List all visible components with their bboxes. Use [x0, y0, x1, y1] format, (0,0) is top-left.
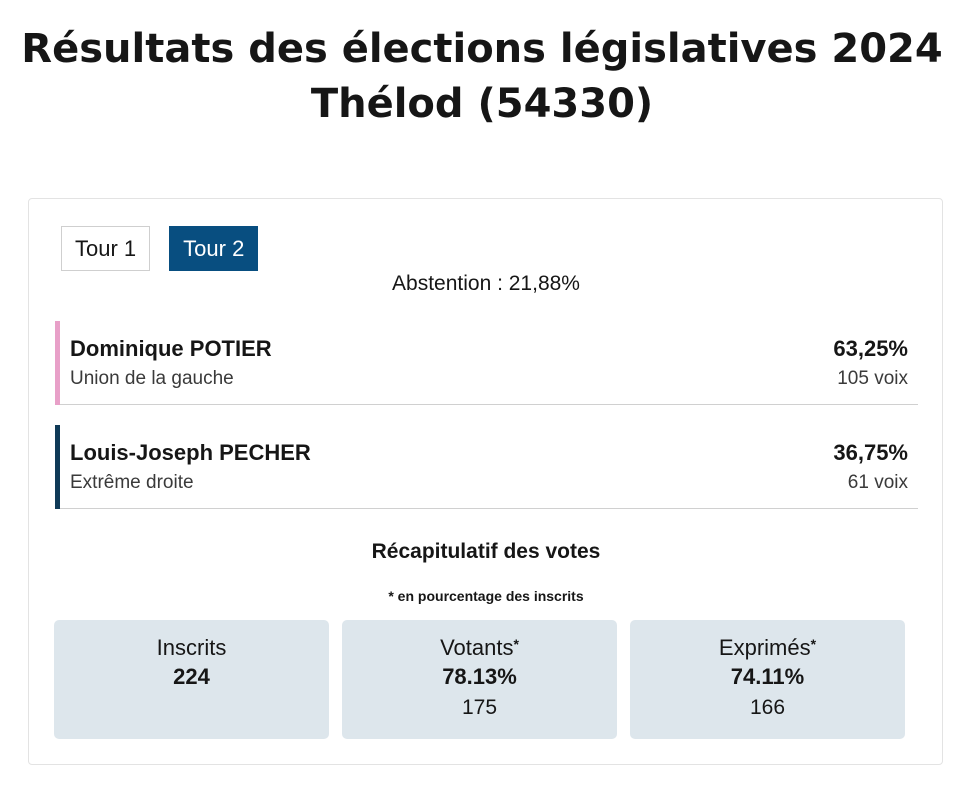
candidate-votes: 61 voix: [847, 472, 908, 493]
tab-tour-1[interactable]: Tour 1: [61, 226, 151, 271]
recap-box-exprimes: Exprimés* 74.11% 166: [630, 620, 905, 739]
round-tabs: Tour 1 Tour 2: [61, 226, 259, 271]
recap-box-inscrits: Inscrits 224: [54, 620, 329, 739]
recap-title: Récapitulatif des votes: [371, 540, 601, 563]
candidate-name: Dominique POTIER: [70, 336, 272, 361]
recap-box-value: 224: [173, 664, 210, 689]
title-line-2: Thélod (54330): [310, 81, 654, 127]
title-line-1: Résultats des élections législatives 202…: [21, 26, 943, 72]
candidate-party: Extrême droite: [70, 472, 194, 493]
recap-note: * en pourcentage des inscrits: [388, 588, 584, 604]
page-title: Résultats des élections législatives 202…: [0, 22, 964, 132]
recap-boxes: Inscrits 224 Votants* 78.13% 175 Exprimé…: [54, 620, 905, 739]
recap-box-value: 74.11%: [730, 664, 805, 689]
party-color-bar: [55, 321, 60, 405]
candidate-name: Louis-Joseph PECHER: [70, 440, 311, 465]
recap-box-count: 166: [749, 696, 786, 719]
recap-box-votants: Votants* 78.13% 175: [342, 620, 617, 739]
party-color-bar: [55, 425, 60, 509]
tab-tour-2[interactable]: Tour 2: [169, 226, 259, 271]
candidate-percent: 63,25%: [833, 336, 908, 361]
recap-box-value: 78.13%: [442, 664, 517, 689]
candidate-row: Dominique POTIER Union de la gauche 63,2…: [55, 321, 918, 405]
abstention-rate: Abstention : 21,88%: [392, 272, 580, 295]
recap-box-count: 175: [461, 696, 498, 719]
candidate-party: Union de la gauche: [70, 368, 234, 389]
candidate-percent: 36,75%: [833, 440, 908, 465]
recap-box-label: Inscrits: [156, 635, 227, 660]
recap-box-label: Votants*: [440, 635, 519, 660]
candidate-votes: 105 voix: [837, 368, 908, 389]
results-card: Tour 1 Tour 2 Abstention : 21,88% Domini…: [28, 198, 943, 765]
candidate-row: Louis-Joseph PECHER Extrême droite 36,75…: [55, 425, 918, 509]
recap-box-label: Exprimés*: [718, 635, 817, 660]
